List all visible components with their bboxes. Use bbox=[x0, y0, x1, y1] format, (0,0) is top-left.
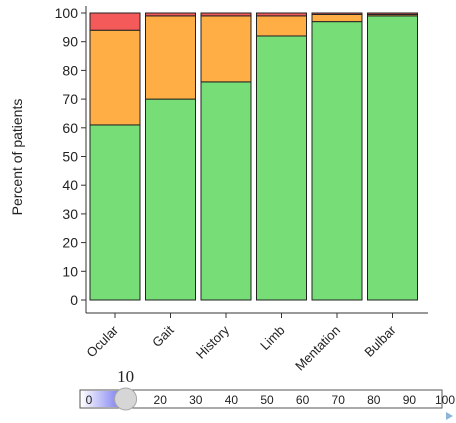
bar-segment-bulbar bbox=[367, 15, 418, 301]
y-axis-title: Percent of patients bbox=[9, 99, 25, 216]
y-tick-label: 20 bbox=[62, 235, 78, 251]
slider-tick-label: 60 bbox=[296, 393, 310, 407]
x-tick-label: Limb bbox=[257, 323, 288, 354]
y-tick-label: 70 bbox=[62, 91, 78, 107]
bar-segment-ocular bbox=[89, 12, 141, 31]
bar-segment-history bbox=[200, 81, 252, 301]
slider-tick-labels: 0 20 30 40 50 60 70 80 90 100 bbox=[86, 393, 456, 407]
bar-segment-mentation bbox=[311, 21, 363, 301]
bar-segment-bulbar bbox=[367, 12, 418, 15]
bar-segment-history bbox=[200, 15, 252, 83]
y-tick-label: 100 bbox=[55, 5, 79, 21]
slider-tick-label: 80 bbox=[367, 393, 381, 407]
x-tick-label: History bbox=[193, 322, 233, 362]
slider-track[interactable] bbox=[79, 389, 443, 409]
y-tick-label: 90 bbox=[62, 34, 78, 50]
bar-segment-ocular bbox=[89, 29, 141, 126]
x-axis: Ocular Gait History Limb Mentation Bulbar bbox=[83, 312, 428, 374]
bar-segment-history bbox=[200, 12, 252, 17]
y-tick-label: 30 bbox=[62, 206, 78, 222]
slider-tick-label: 0 bbox=[86, 393, 93, 407]
play-triangle-icon[interactable] bbox=[446, 412, 453, 420]
bar-segment-gait bbox=[145, 98, 196, 301]
slider-value-label: 10 bbox=[117, 367, 134, 386]
slider-fill bbox=[81, 391, 126, 407]
bar-segment-limb bbox=[256, 15, 307, 37]
y-tick-label: 40 bbox=[62, 177, 78, 193]
y-tick-label: 0 bbox=[70, 292, 78, 308]
y-tick-label: 60 bbox=[62, 120, 78, 136]
bar-segment-gait bbox=[145, 12, 196, 17]
slider-tick-label: 30 bbox=[189, 393, 203, 407]
slider-handle[interactable] bbox=[114, 387, 138, 411]
bar-segment-limb bbox=[256, 12, 307, 17]
bar-segment-gait bbox=[145, 15, 196, 100]
slider-tick-label: 20 bbox=[154, 393, 168, 407]
bars bbox=[89, 12, 418, 301]
y-tick-label: 50 bbox=[62, 149, 78, 165]
y-axis-title-group: Percent of patients bbox=[9, 99, 25, 216]
x-tick-label: Ocular bbox=[83, 322, 121, 360]
slider-tick-label: 70 bbox=[332, 393, 346, 407]
bar-segment-limb bbox=[256, 35, 307, 301]
slider-tick-label: 40 bbox=[225, 393, 239, 407]
y-tick-label: 80 bbox=[62, 62, 78, 78]
slider-tick-label: 50 bbox=[260, 393, 274, 407]
slider-tick-label: 90 bbox=[403, 393, 417, 407]
slider-tick-label: 100 bbox=[435, 393, 455, 407]
bar-segment-ocular bbox=[89, 124, 141, 301]
value-slider[interactable]: 0 20 30 40 50 60 70 80 90 100 10 bbox=[79, 367, 456, 420]
bar-segment-mentation bbox=[311, 12, 363, 15]
x-tick-label: Gait bbox=[149, 322, 177, 350]
y-axis: 0 10 20 30 40 50 60 70 80 90 100 bbox=[55, 5, 87, 313]
bar-segment-mentation bbox=[311, 13, 363, 23]
y-tick-label: 10 bbox=[62, 263, 78, 279]
x-tick-label: Mentation bbox=[292, 323, 343, 374]
x-tick-label: Bulbar bbox=[361, 322, 399, 360]
